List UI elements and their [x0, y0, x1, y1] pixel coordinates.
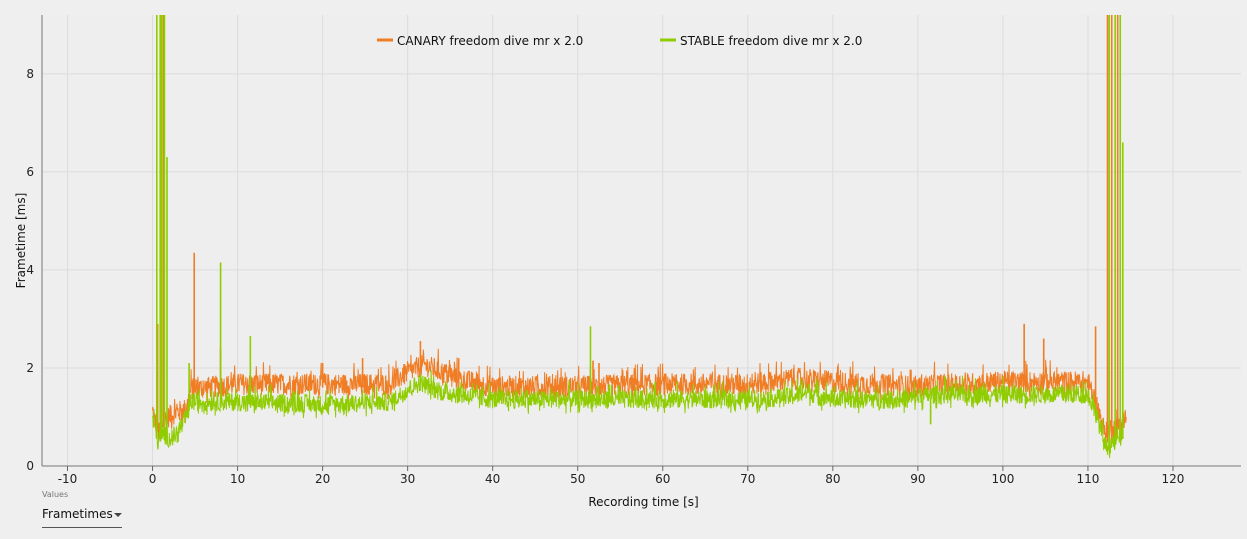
x-tick-label: 20	[315, 472, 330, 486]
axes	[41, 15, 1241, 467]
x-tick-label: 30	[400, 472, 415, 486]
x-tick-label: -10	[58, 472, 78, 486]
x-tick-label: 90	[910, 472, 925, 486]
y-tick-label: 4	[26, 263, 34, 277]
values-selected-label: Frametimes	[42, 507, 113, 521]
series-line-stable	[152, 369, 1123, 459]
y-tick-label: 0	[26, 459, 34, 473]
x-tick-label: 40	[485, 472, 500, 486]
x-tick-label: 50	[570, 472, 585, 486]
chevron-down-icon[interactable]	[114, 513, 122, 517]
x-tick-label: 100	[991, 472, 1014, 486]
values-dropdown[interactable]: Values Frametimes	[42, 490, 122, 528]
x-tick-label: 80	[825, 472, 840, 486]
values-select[interactable]: Frametimes	[42, 507, 122, 528]
tick-labels: -10 0 10 20 30 40 50 60 70 80 90 100 110 120 0 2 4 6 8	[26, 67, 1184, 486]
y-tick-label: 6	[26, 165, 34, 179]
x-tick-label: 60	[655, 472, 670, 486]
y-axis-title: Frametime [ms]	[14, 193, 28, 289]
y-tick-label: 8	[26, 67, 34, 81]
legend-entry[interactable]: CANARY freedom dive mr x 2.0	[397, 34, 583, 48]
x-tick-label: 70	[740, 472, 755, 486]
x-tick-label: 0	[149, 472, 157, 486]
legend[interactable]: CANARY freedom dive mr x 2.0 STABLE freed…	[377, 34, 862, 48]
values-caption: Values	[42, 490, 69, 499]
x-tick-label: 120	[1162, 472, 1185, 486]
series-layer	[152, 15, 1127, 459]
y-tick-label: 2	[26, 361, 34, 375]
legend-entry[interactable]: STABLE freedom dive mr x 2.0	[680, 34, 862, 48]
x-tick-label: 110	[1076, 472, 1099, 486]
x-tick-label: 10	[230, 472, 245, 486]
x-axis-title: Recording time [s]	[588, 495, 698, 509]
